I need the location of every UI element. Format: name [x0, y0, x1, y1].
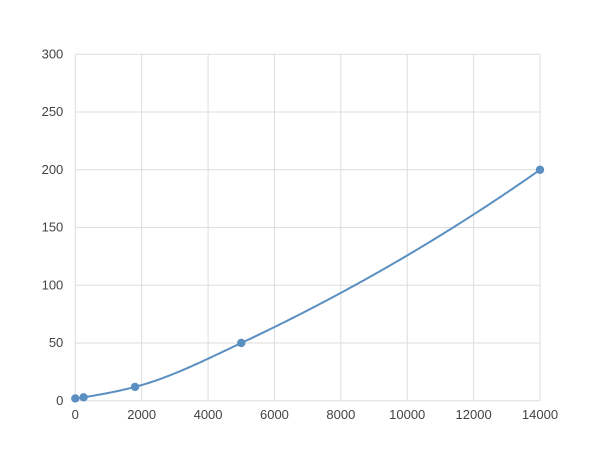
svg-text:0: 0 — [56, 393, 63, 408]
svg-text:100: 100 — [42, 277, 64, 292]
svg-text:0: 0 — [72, 407, 79, 422]
svg-text:2000: 2000 — [127, 407, 156, 422]
svg-text:6000: 6000 — [260, 407, 289, 422]
svg-text:300: 300 — [42, 46, 64, 61]
svg-text:10000: 10000 — [389, 407, 425, 422]
svg-text:14000: 14000 — [522, 407, 558, 422]
svg-text:150: 150 — [42, 220, 64, 235]
svg-text:200: 200 — [42, 162, 64, 177]
svg-text:50: 50 — [49, 335, 63, 350]
svg-text:12000: 12000 — [456, 407, 492, 422]
svg-text:4000: 4000 — [194, 407, 223, 422]
svg-text:8000: 8000 — [326, 407, 355, 422]
svg-text:250: 250 — [42, 104, 64, 119]
